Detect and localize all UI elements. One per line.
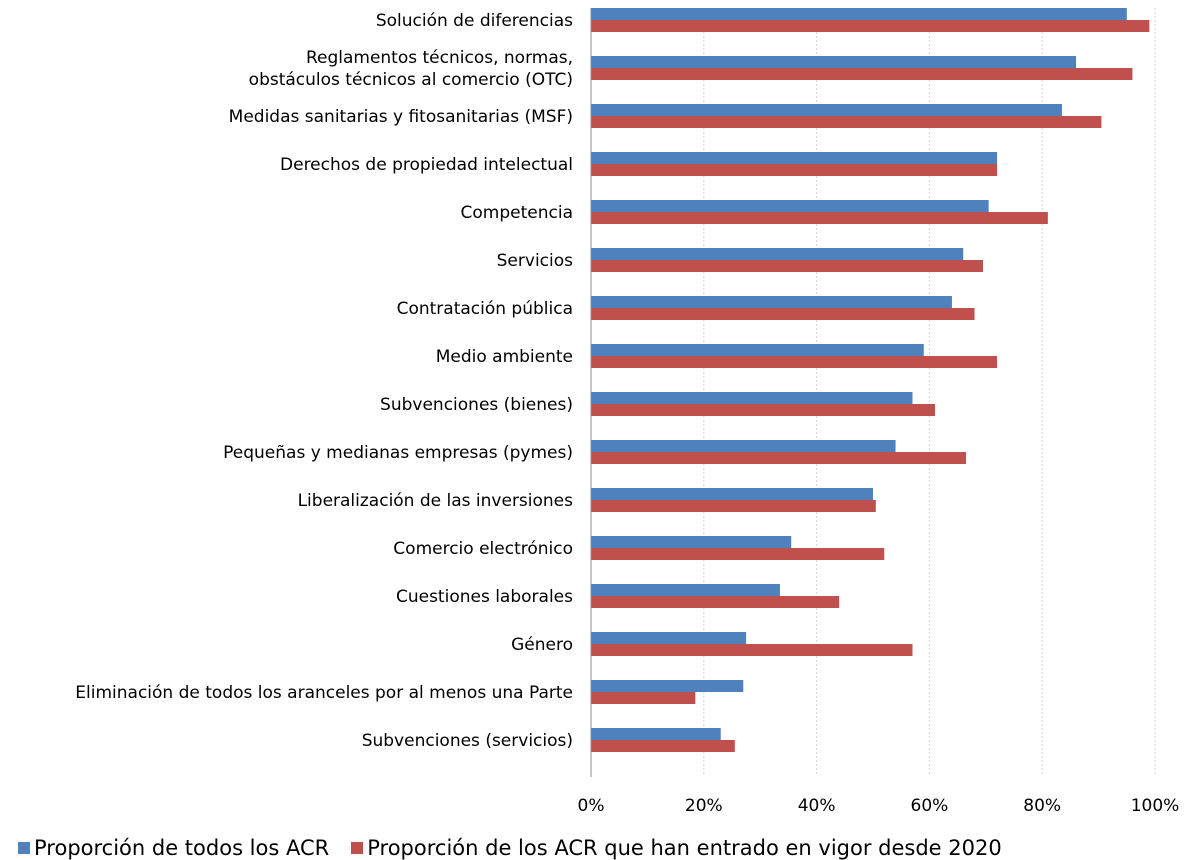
category-label: Medidas sanitarias y fitosanitarias (MSF…: [229, 107, 573, 127]
bar-acr-since-2020: [591, 740, 735, 752]
x-tick-label: 80%: [1023, 796, 1061, 816]
bar-acr-since-2020: [591, 260, 983, 272]
x-tick-label: 40%: [798, 796, 836, 816]
bar-all-acr: [591, 248, 964, 260]
legend-swatch-blue: [18, 842, 30, 854]
bar-acr-since-2020: [591, 644, 913, 656]
bar-acr-since-2020: [591, 164, 998, 176]
bar-chart-svg: 0% 20% 40% 60% 80% 100% Solución de diferencia…: [75, 8, 1180, 816]
x-tick-label: 100%: [1131, 796, 1180, 816]
category-label: Solución de diferencias: [376, 11, 573, 31]
bar-acr-since-2020: [591, 212, 1048, 224]
bar-acr-since-2020: [591, 308, 975, 320]
bar-acr-since-2020: [591, 68, 1133, 80]
category-label: Subvenciones (servicios): [362, 731, 573, 751]
category-label: Servicios: [497, 251, 573, 271]
bar-all-acr: [591, 488, 873, 500]
category-label: Eliminación de todos los aranceles por a…: [75, 683, 573, 703]
category-label: Subvenciones (bienes): [380, 395, 573, 415]
category-label: Género: [511, 635, 573, 655]
bar-all-acr: [591, 8, 1127, 20]
bar-acr-since-2020: [591, 20, 1150, 32]
bar-all-acr: [591, 104, 1062, 116]
bar-all-acr: [591, 296, 952, 308]
bar-all-acr: [591, 152, 998, 164]
bar-acr-since-2020: [591, 692, 696, 704]
category-label: Cuestiones laborales: [396, 587, 573, 607]
bar-all-acr: [591, 632, 747, 644]
category-label: Derechos de propiedad intelectual: [280, 155, 573, 175]
legend-label-all-acr: Proporción de todos los ACR: [34, 836, 330, 860]
category-label: Comercio electrónico: [393, 539, 573, 559]
bar-acr-since-2020: [591, 116, 1102, 128]
category-label: Pequeñas y medianas empresas (pymes): [223, 443, 573, 463]
bar-acr-since-2020: [591, 452, 967, 464]
category-label: Contratación pública: [397, 299, 573, 319]
legend: Proporción de todos los ACR Proporción d…: [18, 836, 1002, 860]
bar-acr-since-2020: [591, 356, 998, 368]
x-tick-label: 60%: [911, 796, 949, 816]
bar-all-acr: [591, 680, 744, 692]
category-label: Reglamentos técnicos, normas, obstáculos …: [249, 48, 573, 90]
bar-all-acr: [591, 584, 780, 596]
bar-acr-since-2020: [591, 500, 876, 512]
category-label: Liberalización de las inversiones: [298, 491, 574, 511]
bar-all-acr: [591, 200, 989, 212]
category-label: Competencia: [461, 203, 573, 223]
bar-all-acr: [591, 392, 913, 404]
category-label: Medio ambiente: [436, 347, 573, 367]
legend-swatch-red: [351, 842, 364, 854]
x-tick-label: 0%: [578, 796, 605, 816]
x-tick-label: 20%: [685, 796, 723, 816]
bar-all-acr: [591, 344, 924, 356]
legend-item-all-acr: Proporción de todos los ACR: [18, 836, 329, 860]
bar-all-acr: [591, 440, 896, 452]
bar-acr-since-2020: [591, 404, 936, 416]
bar-acr-since-2020: [591, 596, 840, 608]
bar-all-acr: [591, 56, 1077, 68]
bar-all-acr: [591, 536, 792, 548]
legend-label-acr-since-2020: Proporción de los ACR que han entrado en…: [367, 836, 1002, 860]
bar-acr-since-2020: [591, 548, 885, 560]
bar-all-acr: [591, 728, 721, 740]
legend-item-acr-since-2020: Proporción de los ACR que han entrado en…: [351, 836, 1002, 860]
